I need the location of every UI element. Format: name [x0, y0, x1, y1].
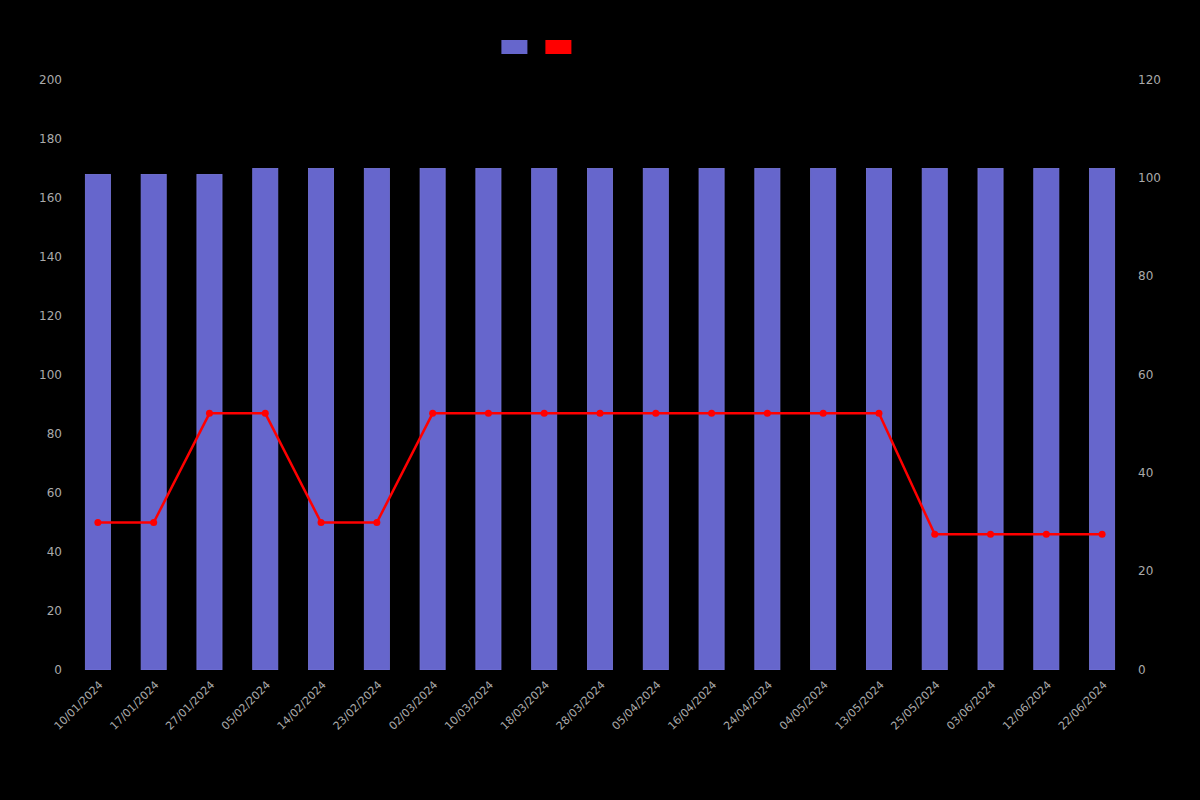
line-marker [318, 519, 325, 526]
bar [1034, 169, 1059, 671]
x-tick-label: 14/02/2024 [275, 679, 329, 733]
y-tick-label: 60 [47, 486, 62, 500]
bar [811, 169, 836, 671]
bar [587, 169, 612, 671]
bar [978, 169, 1003, 671]
bar [197, 174, 222, 670]
y-tick-label: 180 [39, 132, 62, 146]
y2-tick-label: 40 [1138, 466, 1153, 480]
legend-swatch [501, 40, 527, 54]
line-marker [820, 410, 827, 417]
bar [141, 174, 166, 670]
line-marker [1043, 531, 1050, 538]
line-marker [764, 410, 771, 417]
line-marker [485, 410, 492, 417]
y-tick-label: 140 [39, 250, 62, 264]
x-tick-label: 17/01/2024 [107, 679, 161, 733]
y-tick-label: 40 [47, 545, 62, 559]
bar [420, 169, 445, 671]
x-tick-label: 04/05/2024 [777, 679, 831, 733]
line-marker [708, 410, 715, 417]
chart-svg: 0 20 40 60 80 100 120 140 160 180 200 0 20 40 60 80 100 1… [0, 0, 1200, 800]
y-tick-label: 100 [39, 368, 62, 382]
x-tick-label: 02/03/2024 [386, 679, 440, 733]
x-tick-label: 13/05/2024 [833, 679, 887, 733]
x-tick-label: 16/04/2024 [665, 679, 719, 733]
y-tick-label: 0 [54, 663, 62, 677]
y-axis-right: 0 20 40 60 80 100 120 [1138, 73, 1161, 677]
line-marker [206, 410, 213, 417]
legend [501, 40, 571, 54]
line-marker [541, 410, 548, 417]
x-tick-label: 10/01/2024 [52, 679, 106, 733]
bar [253, 169, 278, 671]
background [0, 0, 1200, 800]
line-marker [652, 410, 659, 417]
bar [755, 169, 780, 671]
x-tick-label: 18/03/2024 [498, 679, 552, 733]
x-tick-label: 25/05/2024 [888, 679, 942, 733]
bar [699, 169, 724, 671]
x-tick-label: 22/06/2024 [1056, 679, 1110, 733]
bar [922, 169, 947, 671]
line-marker [429, 410, 436, 417]
line-marker [931, 531, 938, 538]
x-tick-label: 28/03/2024 [554, 679, 608, 733]
x-tick-label: 12/06/2024 [1000, 679, 1054, 733]
y2-tick-label: 60 [1138, 368, 1153, 382]
y2-tick-label: 80 [1138, 269, 1153, 283]
line-marker [875, 410, 882, 417]
x-tick-label: 05/04/2024 [610, 679, 664, 733]
line-marker [150, 519, 157, 526]
y2-tick-label: 120 [1138, 73, 1161, 87]
line-marker [597, 410, 604, 417]
bar [85, 174, 110, 670]
y-tick-label: 80 [47, 427, 62, 441]
bar [1090, 169, 1115, 671]
line [98, 413, 1102, 534]
line-marker [94, 519, 101, 526]
x-tick-label: 27/01/2024 [163, 679, 217, 733]
x-tick-label: 23/02/2024 [331, 679, 385, 733]
x-tick-label: 03/06/2024 [944, 679, 998, 733]
legend-swatch [545, 40, 571, 54]
bar [476, 169, 501, 671]
y-axis-left: 0 20 40 60 80 100 120 140 160 180 200 [39, 73, 62, 677]
bar [866, 169, 891, 671]
line-series [94, 410, 1105, 538]
y-tick-label: 20 [47, 604, 62, 618]
y-tick-label: 120 [39, 309, 62, 323]
plot-area [85, 169, 1114, 671]
bar [643, 169, 668, 671]
chart-container: 0 20 40 60 80 100 120 140 160 180 200 0 20 40 60 80 100 1… [0, 0, 1200, 800]
y-tick-label: 160 [39, 191, 62, 205]
y2-tick-label: 0 [1138, 663, 1146, 677]
bar [309, 169, 334, 671]
y2-tick-label: 100 [1138, 171, 1161, 185]
line-marker [373, 519, 380, 526]
bar [364, 169, 389, 671]
bar-series [85, 169, 1114, 671]
line-marker [262, 410, 269, 417]
x-tick-label: 10/03/2024 [442, 679, 496, 733]
y2-tick-label: 20 [1138, 564, 1153, 578]
bar [532, 169, 557, 671]
x-tick-label: 24/04/2024 [721, 679, 775, 733]
x-tick-label: 05/02/2024 [219, 679, 273, 733]
line-marker [987, 531, 994, 538]
x-axis: 10/01/202417/01/202427/01/202405/02/2024… [52, 679, 1110, 733]
y-tick-label: 200 [39, 73, 62, 87]
line-marker [1099, 531, 1106, 538]
